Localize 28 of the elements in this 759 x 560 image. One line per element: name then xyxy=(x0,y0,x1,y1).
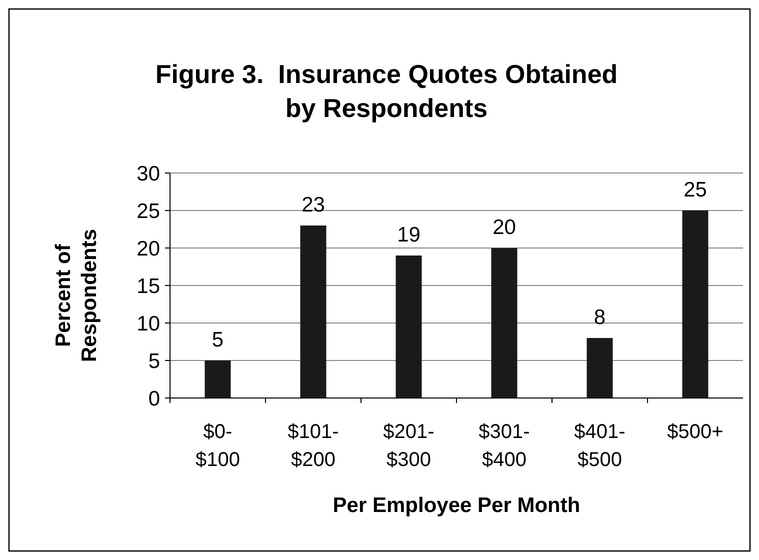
data-label: 5 xyxy=(212,328,224,352)
bar xyxy=(204,360,231,398)
bar xyxy=(586,338,613,398)
chart-title: Figure 3. Insurance Quotes Obtained by Respondents xyxy=(155,59,618,123)
data-label: 20 xyxy=(492,216,516,239)
x-tick-label: $201-$300 xyxy=(383,421,434,471)
bar xyxy=(300,226,326,398)
data-label: 25 xyxy=(684,178,707,202)
x-axis-title: Per Employee Per Month xyxy=(332,494,580,517)
x-tick-label: $101-$200 xyxy=(288,421,339,471)
bar xyxy=(491,248,518,398)
data-label: 8 xyxy=(594,306,606,329)
x-tick-label: $500+ xyxy=(667,421,724,443)
y-tick-label: 10 xyxy=(136,312,160,336)
y-tick-label: 20 xyxy=(136,237,160,260)
y-tick-label: 25 xyxy=(136,200,160,223)
bar xyxy=(682,210,708,398)
data-label: 23 xyxy=(302,194,325,216)
data-label: 19 xyxy=(397,224,420,246)
bar xyxy=(396,256,422,398)
y-tick-label: 0 xyxy=(148,387,160,410)
y-tick-label: 5 xyxy=(148,350,160,373)
x-tick-label: $401-$500 xyxy=(574,421,626,471)
x-tick-label: $301-$400 xyxy=(478,421,530,471)
y-axis-title: Percent of Respondents xyxy=(52,228,101,362)
y-tick-label: 15 xyxy=(136,274,160,298)
y-tick-label: 30 xyxy=(136,162,160,186)
x-tick-label: $0-$100 xyxy=(196,421,240,471)
